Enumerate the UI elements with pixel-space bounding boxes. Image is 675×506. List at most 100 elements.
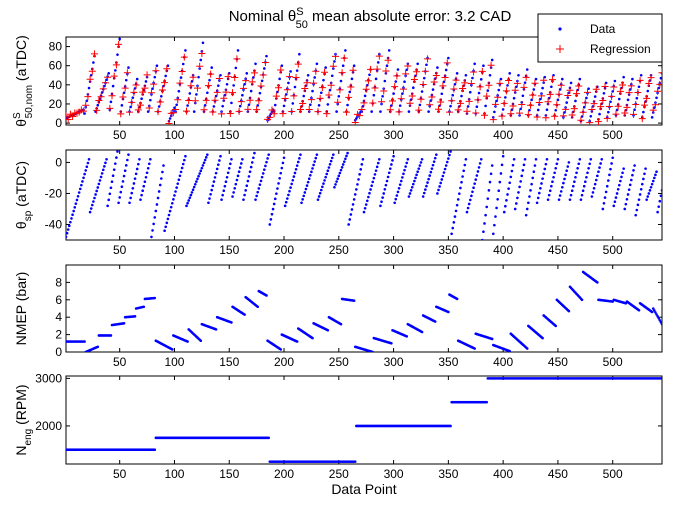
regression-point [399, 85, 407, 93]
data-point [95, 189, 98, 193]
data-point [519, 180, 522, 183]
regression-point [110, 72, 118, 80]
data-point [355, 188, 358, 191]
regression-point [592, 85, 600, 93]
regression-point [137, 101, 144, 109]
data-point [142, 305, 146, 309]
data-point [249, 165, 253, 169]
data-point [74, 202, 78, 205]
data-point [631, 173, 634, 177]
regression-point [360, 99, 368, 107]
regression-point [410, 75, 418, 83]
regression-point [656, 80, 662, 88]
data-point [156, 196, 160, 200]
regression-point [299, 100, 307, 108]
x-tick-label: 150 [219, 243, 239, 257]
data-point [650, 182, 654, 186]
data-point [220, 198, 223, 201]
legend-regression-label: Regression [590, 42, 651, 56]
data-point [149, 158, 152, 161]
regression-point [369, 99, 377, 107]
data-point [170, 348, 174, 351]
data-point [330, 74, 334, 78]
regression-point [209, 108, 217, 116]
data-point [653, 309, 656, 312]
data-point [507, 187, 510, 190]
data-point [195, 93, 198, 96]
data-point [534, 158, 538, 161]
data-point [385, 179, 389, 183]
regression-point [69, 113, 77, 121]
regression-point [233, 55, 241, 63]
data-point [238, 166, 242, 169]
regression-point [130, 88, 138, 96]
data-point [438, 185, 441, 188]
data-point [195, 180, 198, 183]
regression-point [505, 76, 513, 84]
regression-point [419, 80, 427, 88]
data-point [622, 75, 625, 79]
y-tick-label: 6 [55, 293, 62, 307]
y-tick-label: 4 [55, 310, 62, 324]
data-point [260, 79, 264, 83]
data-point [98, 179, 102, 182]
regression-point [356, 112, 364, 120]
data-point [523, 81, 527, 84]
regression-point [498, 112, 506, 120]
regression-point [161, 79, 169, 87]
data-point [282, 104, 286, 108]
data-point [372, 93, 376, 97]
data-point [383, 79, 387, 83]
data-point [349, 213, 353, 216]
data-point [302, 94, 306, 98]
data-point [85, 165, 89, 168]
data-point [437, 188, 440, 192]
data-point [335, 180, 338, 183]
data-point [514, 202, 518, 205]
data-point [232, 191, 235, 194]
regression-point [321, 68, 329, 76]
data-point [537, 191, 541, 195]
regression-point [180, 53, 188, 61]
data-point [66, 228, 70, 231]
data-point [452, 221, 456, 224]
data-point [390, 342, 393, 345]
data-point [613, 79, 617, 83]
regression-point [623, 103, 631, 111]
regression-point [318, 84, 326, 92]
regression-point [207, 70, 215, 78]
data-point [439, 181, 442, 185]
data-point [587, 166, 590, 170]
data-point [85, 99, 89, 103]
x-tick-label: 150 [219, 355, 239, 369]
data-point [317, 104, 321, 107]
regression-point [518, 100, 526, 108]
data-point [396, 190, 400, 194]
data-point [499, 172, 503, 175]
data-point [116, 150, 119, 153]
x-tick-label: 150 [219, 467, 239, 481]
data-point [116, 53, 119, 56]
regression-point [601, 83, 609, 91]
data-point [635, 96, 639, 100]
x-tick-label: 50 [113, 467, 127, 481]
data-point [655, 313, 658, 316]
data-point [376, 61, 380, 64]
regression-point [439, 82, 447, 90]
data-point [145, 171, 149, 175]
data-point [563, 177, 566, 181]
y-axis-label-main: θ [13, 119, 29, 127]
data-point [199, 169, 203, 173]
data-point [449, 150, 452, 153]
regression-point [522, 73, 530, 81]
data-point [555, 162, 559, 166]
data-point [304, 187, 308, 191]
data-point [351, 203, 355, 206]
x-tick-label: 250 [329, 243, 349, 257]
data-point [486, 89, 490, 92]
data-point [153, 296, 157, 300]
data-point [403, 80, 406, 84]
data-point [105, 158, 108, 161]
data-point [643, 172, 646, 176]
data-point [369, 188, 372, 191]
